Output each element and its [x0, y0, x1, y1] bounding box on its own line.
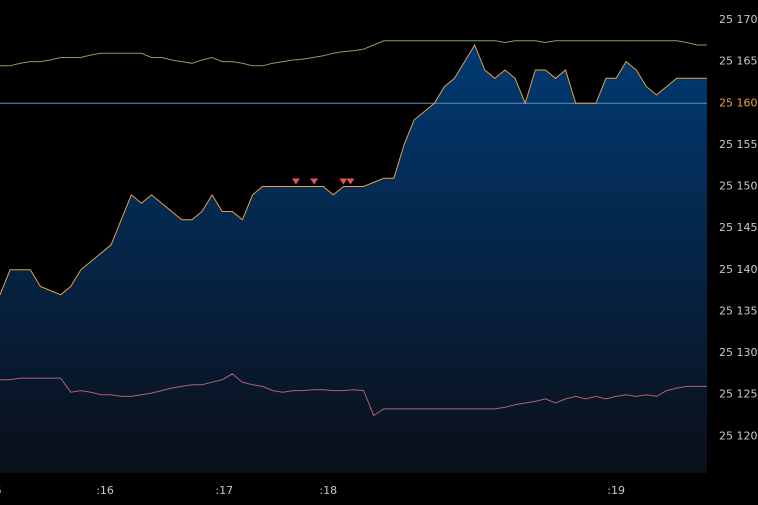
y-tick-label: 25 125	[719, 388, 758, 401]
marker	[346, 178, 355, 185]
y-tick-label: 25 150	[719, 180, 758, 193]
marker	[310, 178, 319, 185]
line	[0, 373, 707, 417]
x-tick-label: :18	[319, 484, 337, 497]
x-tick-label: :15	[0, 484, 2, 497]
reference-label: 25 160	[719, 96, 758, 109]
line	[0, 40, 707, 67]
x-tick-label: :16	[96, 484, 114, 497]
area	[0, 45, 707, 473]
y-tick-label: 25 165	[719, 55, 758, 68]
y-tick-label: 25 120	[719, 429, 758, 442]
y-tick-label: 25 135	[719, 304, 758, 317]
x-tick-label: :19	[607, 484, 625, 497]
line	[0, 43, 707, 296]
y-tick-label: 25 145	[719, 221, 758, 234]
marker	[291, 178, 300, 185]
y-tick-label: 25 155	[719, 138, 758, 151]
y-tick-label: 25 170	[719, 13, 758, 26]
marker	[339, 178, 348, 185]
y-tick-label: 25 130	[719, 346, 758, 359]
x-tick-label: :17	[215, 484, 233, 497]
y-tick-label: 25 140	[719, 263, 758, 276]
